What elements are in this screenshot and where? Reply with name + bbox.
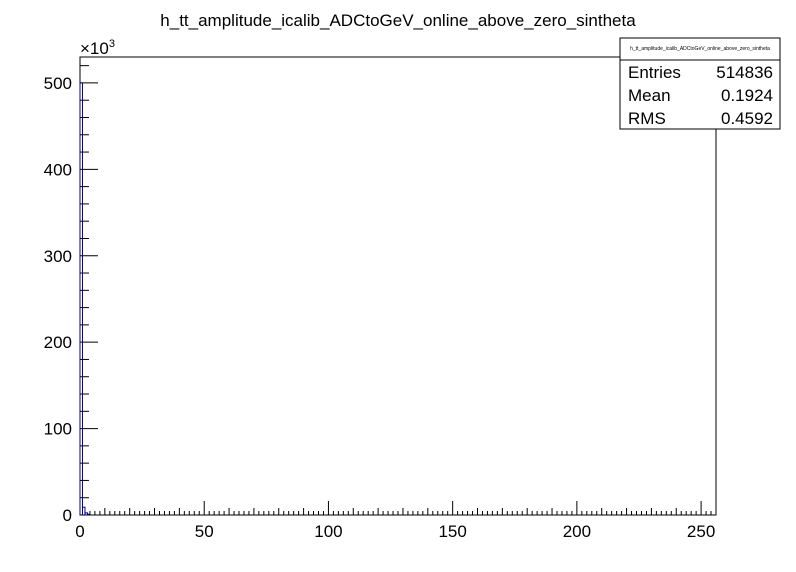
x-tick-label: 0 bbox=[75, 522, 84, 541]
x-tick-label: 100 bbox=[314, 522, 342, 541]
histogram-bin bbox=[79, 82, 83, 515]
stats-rms-label: RMS bbox=[628, 109, 666, 128]
y-tick-label: 300 bbox=[44, 247, 72, 266]
y-tick-label: 400 bbox=[44, 160, 72, 179]
histogram-bars bbox=[79, 82, 91, 515]
chart-title: h_tt_amplitude_icalib_ADCtoGeV_online_ab… bbox=[160, 11, 636, 30]
stats-entries-value: 514836 bbox=[716, 63, 773, 82]
x-tick-label: 250 bbox=[687, 522, 715, 541]
y-tick-label: 100 bbox=[44, 420, 72, 439]
y-axis: 0 100 200 300 400 500 bbox=[44, 65, 98, 525]
y-multiplier: ×103 bbox=[80, 38, 115, 58]
x-tick-label: 200 bbox=[563, 522, 591, 541]
histogram-bin bbox=[81, 506, 86, 515]
y-tick-label: 200 bbox=[44, 333, 72, 352]
stats-mean-value: 0.1924 bbox=[721, 86, 773, 105]
x-axis: 0 50 100 150 200 250 bbox=[75, 501, 717, 541]
x-tick-label: 50 bbox=[195, 522, 214, 541]
stats-entries-label: Entries bbox=[628, 63, 681, 82]
stats-title: h_tt_amplitude_icalib_ADCtoGeV_online_ab… bbox=[630, 46, 770, 52]
x-tick-label: 150 bbox=[438, 522, 466, 541]
histogram-bin bbox=[86, 513, 91, 515]
y-tick-label: 0 bbox=[63, 506, 72, 525]
y-tick-label: 500 bbox=[44, 74, 72, 93]
stats-rms-value: 0.4592 bbox=[721, 109, 773, 128]
stats-box: h_tt_amplitude_icalib_ADCtoGeV_online_ab… bbox=[619, 37, 781, 130]
stats-mean-label: Mean bbox=[628, 86, 671, 105]
